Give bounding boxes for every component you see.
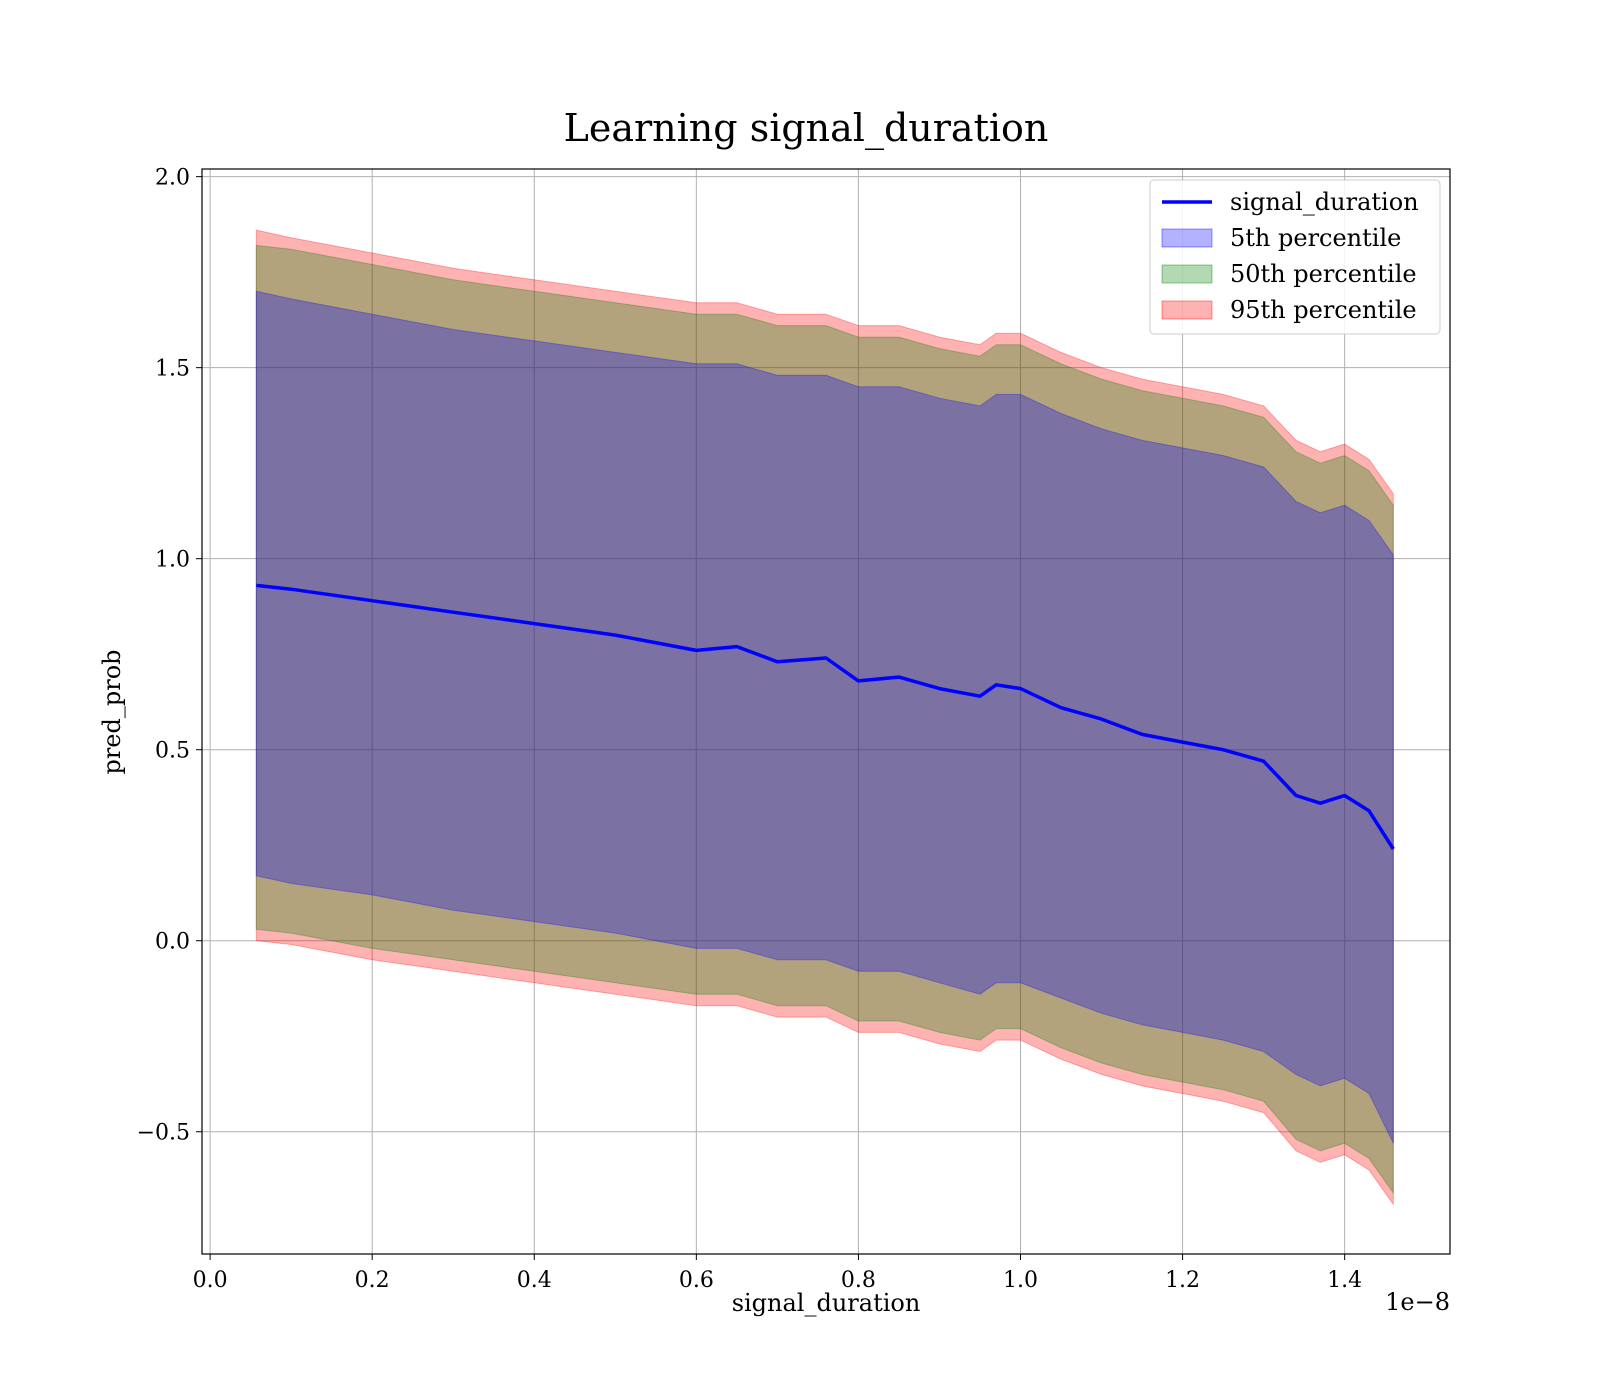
x-tick-label: 1.4 bbox=[1327, 1268, 1362, 1293]
x-tick-label: 0.8 bbox=[841, 1268, 876, 1293]
x-axis-ticks: 0.0 0.2 0.4 0.6 0.8 1.0 1.2 1.4 bbox=[193, 1254, 1362, 1293]
x-axis-offset-label: 1e−8 bbox=[1385, 1288, 1450, 1316]
legend-box bbox=[1149, 179, 1441, 335]
y-axis-ticks: −0.5 0.0 0.5 1.0 1.5 2.0 bbox=[137, 166, 202, 1146]
legend-entry-label: 95th percentile bbox=[1230, 296, 1417, 324]
y-tick-label: 1.5 bbox=[155, 357, 190, 382]
legend-entry-label: signal_duration bbox=[1230, 188, 1419, 216]
legend-entry-label: 5th percentile bbox=[1230, 224, 1401, 252]
band-50th-percentile bbox=[255, 244, 1394, 1195]
legend-entry-label: 50th percentile bbox=[1230, 260, 1417, 288]
y-tick-label: 1.0 bbox=[155, 548, 190, 573]
y-tick-label: 0.0 bbox=[155, 930, 190, 955]
percentile-bands bbox=[255, 229, 1394, 1206]
grid bbox=[202, 169, 1450, 1254]
band-5th-percentile bbox=[255, 290, 1394, 1144]
legend-swatch-band bbox=[1161, 300, 1213, 320]
series-lines bbox=[256, 583, 1395, 850]
y-axis-label: pred_prob bbox=[98, 649, 126, 774]
legend: signal_duration 5th percentile 50th percen… bbox=[1149, 179, 1441, 335]
series-line-signal_duration bbox=[256, 583, 1395, 850]
x-tick-label: 0.4 bbox=[517, 1268, 552, 1293]
x-tick-label: 1.0 bbox=[1003, 1268, 1038, 1293]
x-tick-label: 0.0 bbox=[193, 1268, 228, 1293]
band-95th-percentile bbox=[255, 229, 1394, 1206]
chart-title: Learning signal_duration bbox=[564, 106, 1049, 151]
x-axis-label: signal_duration bbox=[732, 1289, 921, 1317]
y-tick-label: 0.5 bbox=[155, 739, 190, 764]
y-tick-label: 2.0 bbox=[155, 166, 190, 191]
x-tick-label: 0.6 bbox=[679, 1268, 714, 1293]
y-tick-label: −0.5 bbox=[137, 1121, 190, 1146]
legend-swatch-band bbox=[1161, 228, 1213, 248]
plot-frame bbox=[201, 168, 1451, 1255]
x-tick-label: 0.2 bbox=[355, 1268, 390, 1293]
x-tick-label: 1.2 bbox=[1165, 1268, 1200, 1293]
legend-swatch-band bbox=[1161, 264, 1213, 284]
